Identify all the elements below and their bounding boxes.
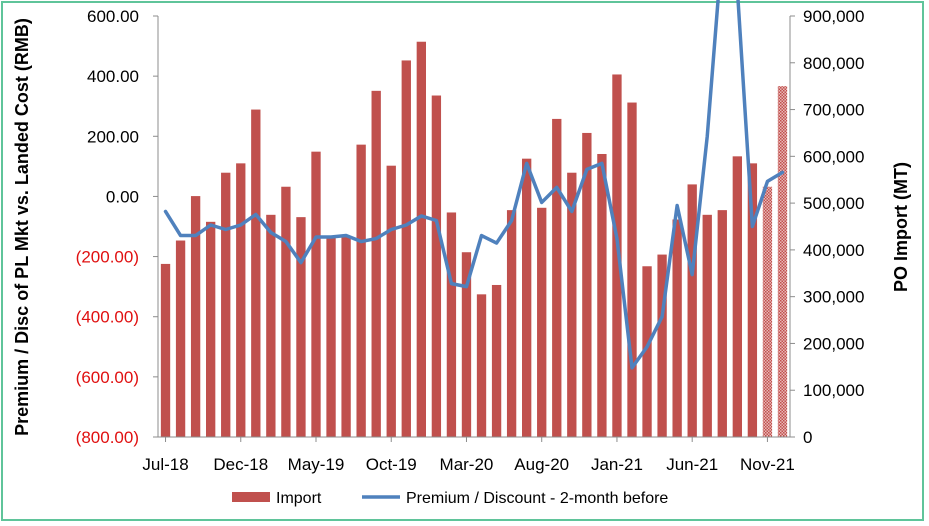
import-bar-Feb-20	[446, 212, 457, 437]
import-bars	[160, 41, 788, 438]
import-bar-Mar-20	[461, 252, 472, 437]
premium-discount-line	[163, 0, 785, 370]
import-bar-Oct-18	[206, 221, 216, 437]
import-bar-Jun-20	[506, 210, 517, 437]
import-bar-May-20	[491, 284, 502, 437]
x-axis-ticks: Jul-18 Dec-18 May-19 Oct-19 Mar-20 Aug-20 Jan-…	[142, 437, 795, 474]
x-tick-label: Jan-21	[591, 455, 643, 474]
import-bar-Jun-19	[326, 235, 336, 437]
import-bar-Nov-19	[401, 60, 411, 437]
right-tick-label: 300,000	[803, 288, 864, 307]
import-bar-Aug-18	[175, 240, 186, 437]
right-tick-label: 200,000	[803, 334, 864, 353]
import-bar-Dec-21	[777, 86, 788, 438]
legend-premium-label: Premium / Discount - 2-month before	[406, 490, 668, 507]
legend-import-label: Import	[276, 490, 322, 507]
left-tick-label: (800.00)	[76, 428, 139, 447]
import-bar-Sep-20	[552, 118, 562, 437]
import-bar-Jul-20	[522, 158, 532, 438]
x-tick-label: Oct-19	[366, 455, 417, 474]
import-bar-Sep-19	[371, 90, 381, 437]
premium-line-layer	[163, 0, 785, 370]
import-bar-Nov-18	[221, 172, 231, 437]
import-bar-Apr-20	[476, 294, 487, 437]
import-bar-Sep-21	[732, 156, 742, 437]
import-bar-Dec-19	[416, 41, 426, 437]
left-axis-ticks: 600.00 400.00 200.00 0.00 (200.00) (400.00) (6…	[76, 7, 158, 447]
right-tick-label: 100,000	[803, 381, 864, 400]
left-tick-label: 200.00	[87, 127, 139, 146]
left-tick-label: (400.00)	[76, 308, 139, 327]
import-bar-Sep-18	[190, 196, 201, 437]
import-bar-Aug-19	[356, 144, 366, 437]
right-axis-ticks: 900,000 800,000 700,000 600,000 500,000 400,0…	[790, 7, 864, 447]
right-tick-label: 0	[803, 428, 812, 447]
import-bar-Aug-20	[537, 207, 547, 437]
left-tick-label: 400.00	[87, 67, 139, 86]
import-bar-May-19	[311, 151, 321, 437]
right-tick-label: 400,000	[803, 241, 864, 260]
import-bar-Jul-18	[160, 263, 171, 437]
import-bar-Jul-19	[341, 235, 351, 437]
left-axis-title: Premium / Disc of PL Mkt vs. Landed Cost…	[12, 18, 32, 436]
import-bar-Jan-21	[612, 74, 622, 437]
import-bar-Aug-21	[717, 210, 727, 437]
right-tick-label: 900,000	[803, 7, 864, 26]
import-bar-Dec-18	[236, 163, 246, 437]
left-tick-label: 0.00	[106, 187, 139, 206]
import-bar-Dec-20	[597, 153, 607, 438]
right-tick-label: 500,000	[803, 194, 864, 213]
import-bar-Jul-21	[702, 214, 712, 437]
right-tick-label: 600,000	[803, 147, 864, 166]
import-bar-Apr-21	[657, 254, 667, 437]
axes	[157, 16, 791, 438]
x-tick-label: Aug-20	[514, 455, 569, 474]
left-tick-label: 600.00	[87, 7, 139, 26]
import-bar-May-21	[672, 219, 682, 437]
x-tick-label: Mar-20	[440, 455, 494, 474]
import-bar-Jun-21	[687, 184, 697, 437]
import-bar-Mar-21	[642, 266, 652, 437]
import-bar-Nov-20	[582, 132, 592, 437]
import-bar-Feb-21	[627, 102, 637, 437]
import-bar-Apr-19	[296, 217, 306, 437]
right-tick-label: 700,000	[803, 101, 864, 120]
left-tick-label: (200.00)	[76, 248, 139, 267]
x-tick-label: Jun-21	[666, 455, 718, 474]
import-bar-Oct-19	[386, 165, 396, 437]
right-axis-title: PO Import (MT)	[891, 162, 911, 292]
import-bar-Jan-20	[431, 95, 442, 438]
import-bar-Feb-19	[266, 214, 276, 437]
legend-import-swatch	[232, 492, 270, 502]
x-tick-label: May-19	[288, 455, 345, 474]
x-tick-label: Dec-18	[213, 455, 268, 474]
import-bar-Oct-20	[567, 172, 577, 437]
import-bar-Nov-21	[762, 186, 773, 437]
x-tick-label: Jul-18	[142, 455, 188, 474]
right-tick-label: 800,000	[803, 54, 864, 73]
legend: Import Premium / Discount - 2-month befo…	[232, 490, 668, 507]
left-tick-label: (600.00)	[76, 368, 139, 387]
import-bar-Mar-19	[281, 186, 291, 437]
x-tick-label: Nov-21	[740, 455, 795, 474]
import-bar-Jan-19	[251, 109, 261, 437]
import-bar-Oct-21	[747, 163, 758, 437]
